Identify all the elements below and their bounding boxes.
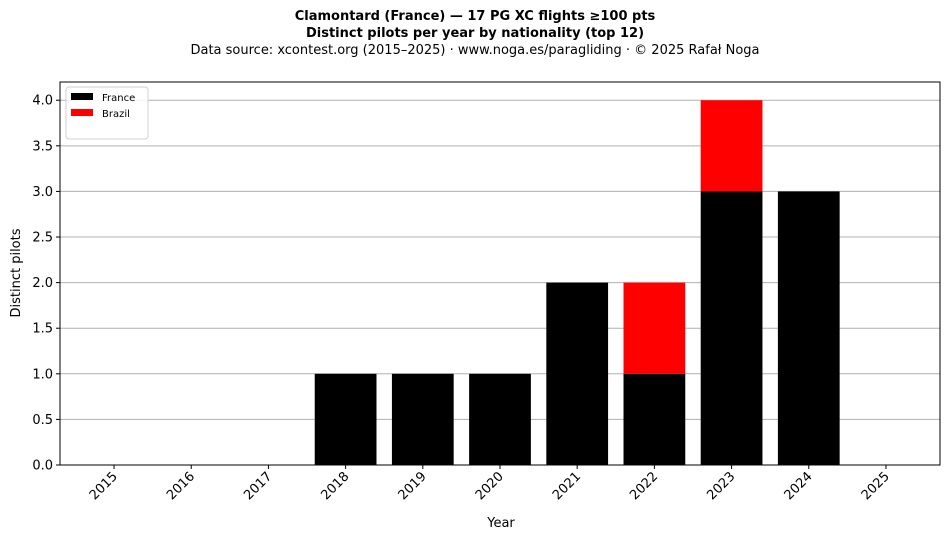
legend-swatch-brazil xyxy=(71,109,93,116)
x-tick-label: 2017 xyxy=(241,469,275,503)
chart-subtitle: Distinct pilots per year by nationality … xyxy=(305,26,645,41)
data-source-note: Data source: xcontest.org (2015–2025) · … xyxy=(190,43,760,58)
y-tick-label: 3.5 xyxy=(32,139,53,154)
bar-france-2020 xyxy=(469,373,531,465)
y-tick-label: 1.0 xyxy=(32,367,53,382)
legend-label-france: France xyxy=(102,93,135,104)
bar-france-2024 xyxy=(777,191,840,465)
y-tick-label: 1.5 xyxy=(32,322,53,337)
y-tick-label: 3.0 xyxy=(32,185,53,200)
y-tick-label: 2.5 xyxy=(32,231,53,246)
y-tick-label: 4.0 xyxy=(32,94,53,109)
x-tick-label: 2018 xyxy=(318,469,352,503)
y-tick-label: 0.5 xyxy=(32,413,53,428)
x-tick-label: 2016 xyxy=(164,469,198,503)
bar-france-2018 xyxy=(314,373,377,465)
x-axis: 2015 2016 2017 2018 2019 2020 2021 2022 2023 2024… xyxy=(87,465,893,503)
legend-swatch-france xyxy=(71,93,93,100)
bar-france-2019 xyxy=(391,373,454,465)
bar-brazil-2023 xyxy=(700,100,763,192)
bar-brazil-2022 xyxy=(623,282,686,374)
x-axis-label: Year xyxy=(486,516,515,531)
x-tick-label: 2024 xyxy=(782,469,816,503)
x-tick-label: 2023 xyxy=(704,469,738,503)
y-tick-label: 2.0 xyxy=(32,276,53,291)
x-tick-label: 2020 xyxy=(473,469,507,503)
x-tick-label: 2025 xyxy=(859,469,893,503)
x-tick-label: 2019 xyxy=(396,469,430,503)
y-tick-label: 0.0 xyxy=(32,459,53,474)
bars xyxy=(314,100,840,465)
legend: France Brazil xyxy=(65,86,149,140)
y-axis-label: Distinct pilots xyxy=(9,228,24,317)
y-axis: 0.0 0.5 1.0 1.5 2.0 2.5 3.0 3.5 4.0 xyxy=(32,94,60,474)
bar-france-2023 xyxy=(700,191,763,465)
chart-header: Clamontard (France) — 17 PG XC flights ≥… xyxy=(0,8,950,59)
legend-label-brazil: Brazil xyxy=(102,109,130,120)
x-tick-label: 2021 xyxy=(550,469,584,503)
chart-title: Clamontard (France) — 17 PG XC flights ≥… xyxy=(294,9,656,24)
bar-france-2021 xyxy=(546,282,609,465)
x-tick-label: 2022 xyxy=(627,469,661,503)
bar-france-2022 xyxy=(623,373,686,465)
x-tick-label: 2015 xyxy=(87,469,121,503)
